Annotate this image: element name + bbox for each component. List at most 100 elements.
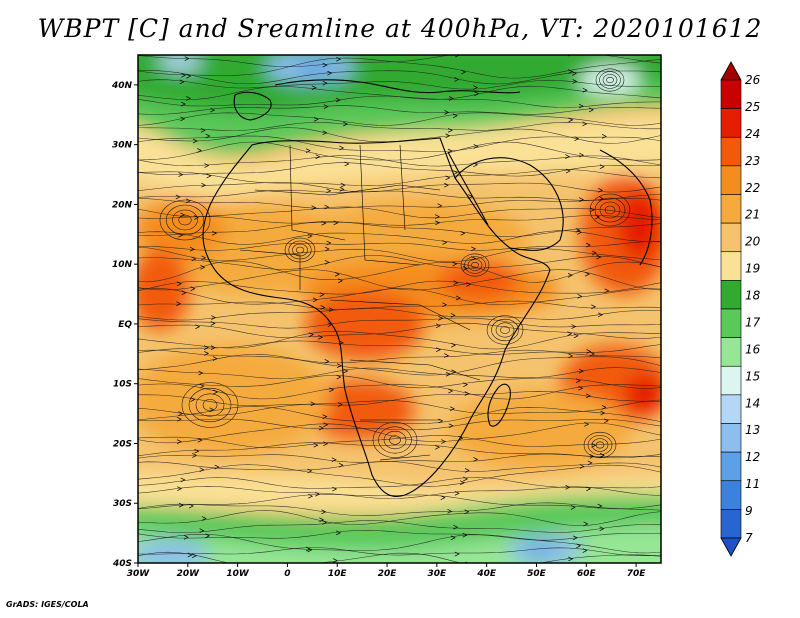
colorbar-swatch	[720, 194, 742, 224]
grads-credit: GrADS: IGES/COLA	[6, 600, 89, 609]
streamline-arrow	[338, 462, 344, 468]
streamline-arrow	[599, 452, 605, 458]
lat-label: EQ	[118, 320, 132, 330]
streamline-arrow	[188, 503, 194, 509]
lat-label: 30S	[113, 499, 132, 509]
streamline-arrow	[335, 97, 341, 103]
colorbar-swatch	[720, 251, 742, 281]
streamline-arrow	[205, 133, 211, 139]
streamline-arrow	[336, 363, 342, 368]
colorbar-label: 14	[745, 396, 760, 410]
streamline	[138, 502, 661, 516]
streamline-arrow	[438, 315, 444, 321]
streamline-arrow	[464, 391, 470, 396]
streamline-arrow	[323, 441, 329, 447]
colorbar-label: 12	[745, 450, 760, 464]
colorbar-swatch	[720, 423, 742, 453]
streamline	[138, 57, 661, 79]
streamline-arrow	[587, 460, 593, 466]
colorbar-swatch	[720, 79, 742, 109]
lat-label: 40N	[111, 81, 133, 91]
streamline-gyre	[599, 201, 621, 219]
streamline-arrow	[198, 370, 204, 376]
streamline-arrow	[212, 230, 217, 236]
streamline-arrow	[473, 144, 479, 149]
streamline-arrow	[199, 467, 205, 473]
streamline-arrow	[589, 351, 595, 357]
streamline-arrow	[200, 264, 206, 270]
streamline-arrow	[200, 128, 206, 133]
streamline-arrow	[186, 198, 191, 204]
streamline-arrow	[579, 464, 585, 469]
streamline-arrow	[333, 220, 339, 226]
streamline-arrow	[567, 272, 573, 278]
streamline-arrow	[179, 79, 185, 85]
streamline-arrow	[571, 324, 577, 329]
longitude-axis: 30W 20W 10W 0 10E 20E 30E 40E 50E 60E 70E	[127, 563, 646, 579]
streamline-arrow	[336, 56, 342, 62]
streamline-arrow	[336, 530, 341, 536]
streamline-arrow	[455, 295, 461, 301]
streamline-arrow	[464, 509, 470, 515]
streamline-arrow	[462, 266, 468, 271]
streamline-arrow	[311, 205, 317, 211]
streamline-arrow	[175, 194, 181, 200]
streamline-arrow	[573, 333, 579, 339]
streamline-arrow	[448, 96, 454, 101]
streamline-arrow	[588, 107, 594, 113]
streamline-arrow	[599, 164, 605, 170]
streamline-arrow	[591, 304, 597, 310]
streamline-arrow	[177, 486, 183, 491]
streamline-gyre	[606, 76, 614, 84]
streamline-gyre	[195, 393, 225, 417]
colorbar-label: 19	[745, 262, 760, 276]
colorbar-swatch	[720, 108, 742, 138]
streamline-arrow	[331, 457, 337, 463]
streamline-arrow	[447, 128, 453, 133]
streamline-arrow	[444, 353, 449, 358]
streamline-arrow	[319, 517, 325, 523]
streamline-arrow	[183, 534, 189, 540]
streamline-arrow	[322, 130, 328, 136]
streamline-arrow	[321, 509, 327, 515]
streamline-arrow	[454, 491, 460, 496]
streamline-gyre	[589, 193, 631, 227]
colorbar-swatch	[720, 480, 742, 510]
streamline-arrow	[572, 535, 578, 541]
streamline-arrow	[338, 278, 343, 284]
streamline-arrow	[197, 148, 202, 153]
streamline-arrow	[195, 324, 201, 330]
streamline-arrow	[579, 197, 585, 202]
streamline-arrow	[322, 80, 328, 86]
streamline-arrow	[445, 133, 451, 139]
streamline-arrow	[591, 443, 597, 448]
streamline-arrow	[327, 70, 333, 76]
streamline-gyre	[159, 199, 211, 241]
streamline	[138, 79, 661, 90]
streamline-arrow	[178, 232, 184, 238]
streamline-arrow	[306, 546, 311, 552]
streamline	[138, 435, 661, 449]
streamline	[138, 300, 661, 310]
streamline-arrow	[473, 85, 479, 90]
streamline-arrow	[199, 528, 205, 533]
streamline-arrow	[435, 323, 441, 329]
streamline-arrow	[578, 385, 584, 391]
streamline-arrow	[586, 349, 592, 354]
streamline-arrow	[313, 442, 319, 448]
streamline-arrow	[180, 101, 186, 107]
streamline-arrow	[340, 182, 346, 188]
streamline-arrow	[324, 359, 330, 364]
streamline-arrow	[211, 315, 217, 320]
streamline-arrow	[473, 457, 479, 462]
streamline-arrow	[332, 558, 338, 563]
streamline-arrow	[453, 524, 459, 530]
streamline-arrow	[585, 393, 591, 399]
streamline-gyre	[599, 71, 621, 89]
streamline-arrow	[320, 305, 326, 310]
streamline	[138, 105, 661, 115]
streamline-arrow	[565, 154, 571, 159]
colorbar-top-arrow	[720, 61, 742, 81]
streamline-arrow	[189, 246, 195, 252]
streamline-arrow	[582, 548, 588, 553]
